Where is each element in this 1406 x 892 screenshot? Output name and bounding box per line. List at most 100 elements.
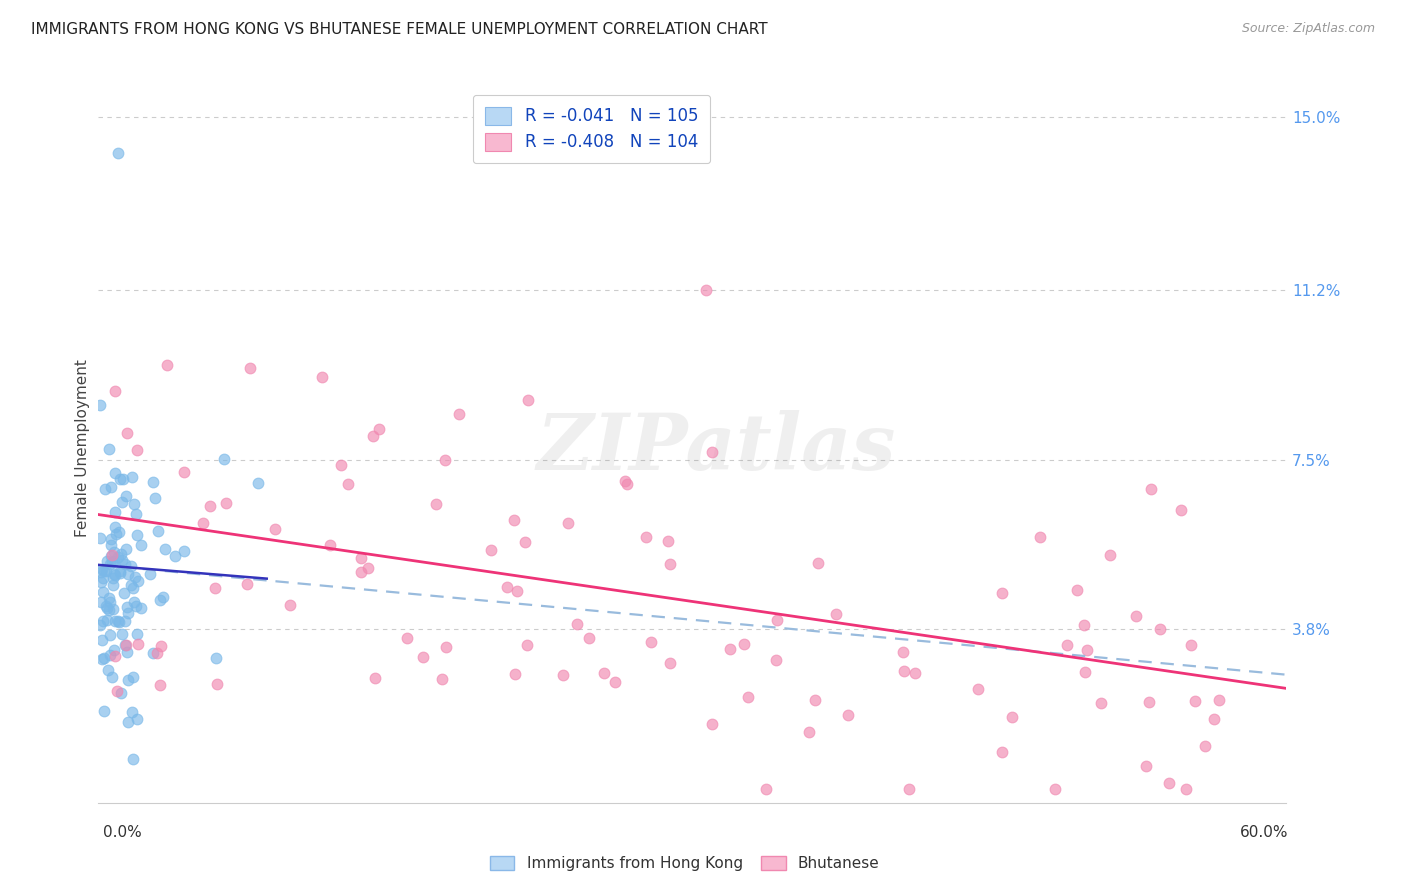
Point [804, 693, 827, 707]
Point [108, 564, 131, 578]
Point [239, 361, 262, 376]
Point [100, 538, 122, 552]
Point [695, 284, 717, 298]
Point [97, 442, 120, 456]
Point [103, 545, 125, 559]
Point [449, 407, 471, 421]
Point [93, 704, 115, 718]
Point [215, 496, 238, 510]
Y-axis label: Female Unemployment: Female Unemployment [75, 359, 90, 537]
Legend: R = -0.041   N = 105, R = -0.408   N = 104: R = -0.041 N = 105, R = -0.408 N = 104 [472, 95, 710, 163]
Point [214, 452, 236, 467]
Point [121, 470, 143, 484]
Point [115, 426, 138, 441]
Point [516, 638, 538, 652]
Point [513, 534, 536, 549]
Point [103, 578, 125, 592]
Point [111, 495, 134, 509]
Point [90, 595, 112, 609]
Point [204, 650, 226, 665]
Point [173, 543, 195, 558]
Point [114, 557, 136, 571]
Point [104, 505, 127, 519]
Point [1066, 583, 1088, 598]
Point [503, 667, 526, 681]
Point [117, 715, 139, 730]
Point [616, 477, 638, 491]
Point [205, 677, 228, 691]
Point [98, 591, 121, 605]
Point [89, 618, 111, 632]
Point [125, 443, 148, 458]
Point [495, 580, 517, 594]
Point [319, 538, 342, 552]
Point [100, 555, 122, 569]
Point [1135, 759, 1157, 773]
Point [96, 600, 118, 615]
Point [98, 603, 121, 617]
Point [108, 566, 131, 581]
Point [173, 465, 195, 479]
Point [193, 516, 215, 530]
Legend: Immigrants from Hong Kong, Bhutanese: Immigrants from Hong Kong, Bhutanese [484, 849, 886, 877]
Point [148, 524, 170, 538]
Point [100, 480, 122, 494]
Point [1056, 638, 1078, 652]
Point [125, 626, 148, 640]
Point [93, 651, 115, 665]
Text: 60.0%: 60.0% [1240, 825, 1288, 839]
Point [104, 466, 127, 480]
Point [120, 558, 142, 573]
Point [361, 429, 384, 443]
Point [105, 683, 128, 698]
Point [110, 686, 132, 700]
Text: ZIPatlas: ZIPatlas [537, 410, 896, 486]
Point [117, 645, 139, 659]
Point [129, 600, 152, 615]
Point [107, 614, 129, 628]
Point [1159, 776, 1181, 790]
Point [129, 538, 152, 552]
Point [94, 564, 117, 578]
Point [110, 547, 132, 561]
Point [89, 531, 111, 545]
Point [991, 745, 1014, 759]
Point [103, 554, 125, 568]
Point [107, 550, 129, 565]
Point [434, 640, 457, 655]
Point [90, 574, 112, 589]
Point [101, 548, 124, 562]
Point [1074, 665, 1097, 680]
Point [107, 146, 129, 161]
Point [640, 635, 662, 649]
Point [506, 584, 529, 599]
Point [349, 551, 371, 566]
Point [108, 472, 131, 486]
Point [96, 554, 118, 568]
Point [605, 674, 627, 689]
Point [614, 474, 637, 488]
Point [246, 476, 269, 491]
Point [1170, 503, 1192, 517]
Point [122, 595, 145, 609]
Point [98, 628, 121, 642]
Point [593, 665, 616, 680]
Point [143, 491, 166, 505]
Point [891, 645, 914, 659]
Text: 0.0%: 0.0% [103, 825, 142, 839]
Point [1137, 695, 1160, 709]
Point [122, 752, 145, 766]
Point [115, 489, 138, 503]
Point [142, 475, 165, 490]
Text: Source: ZipAtlas.com: Source: ZipAtlas.com [1241, 22, 1375, 36]
Point [104, 384, 127, 399]
Point [1001, 709, 1024, 723]
Point [103, 602, 125, 616]
Point [204, 581, 226, 595]
Point [311, 370, 333, 384]
Point [155, 359, 177, 373]
Point [90, 562, 112, 576]
Point [117, 673, 139, 687]
Point [149, 592, 172, 607]
Point [425, 497, 447, 511]
